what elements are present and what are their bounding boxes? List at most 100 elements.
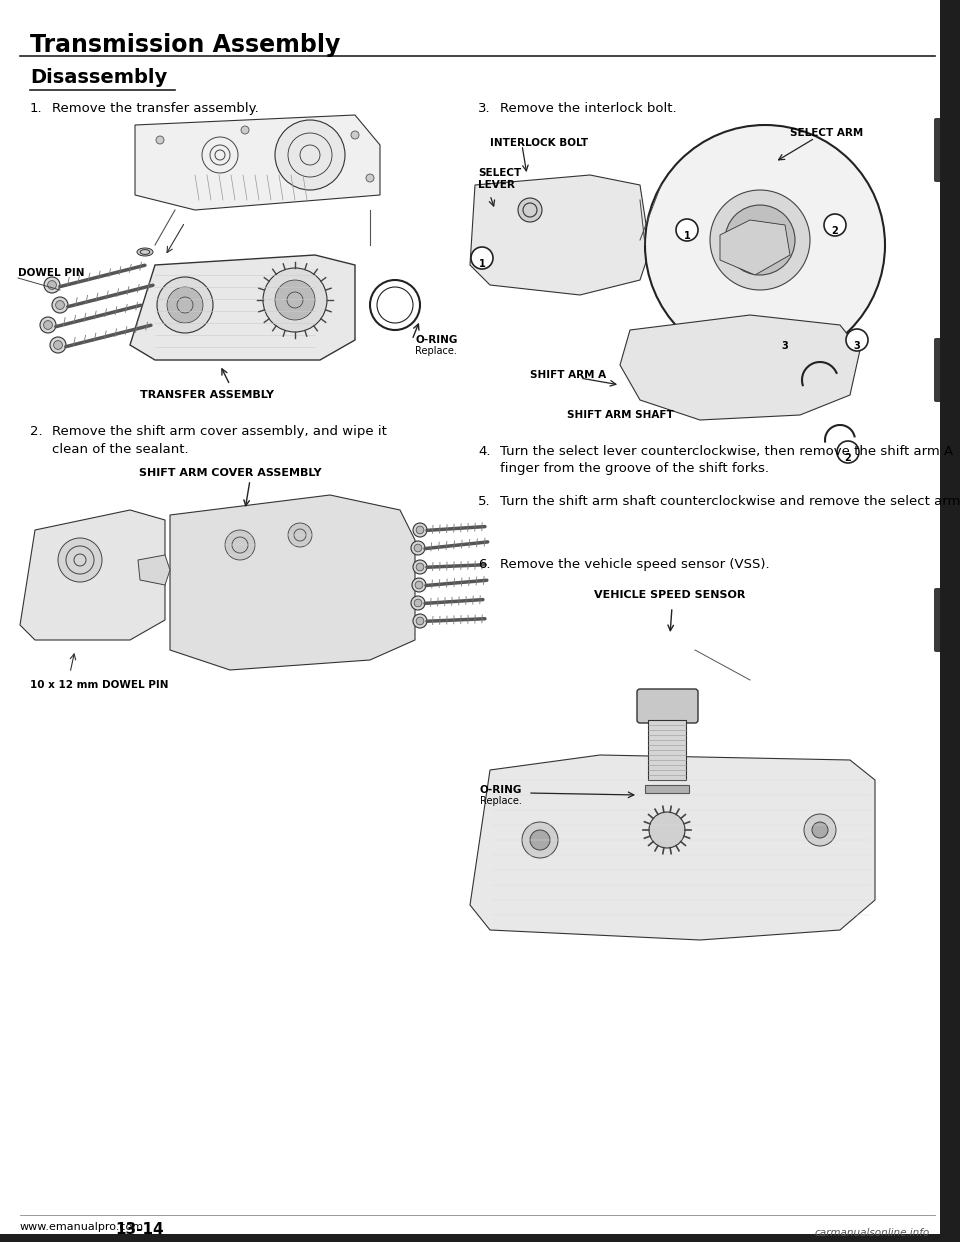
Circle shape [167,287,203,323]
Circle shape [523,202,537,217]
Circle shape [412,578,426,592]
Text: carmanualsonline.info: carmanualsonline.info [815,1228,930,1238]
Text: DOWEL PIN: DOWEL PIN [18,268,84,278]
Circle shape [294,529,306,542]
Circle shape [812,822,828,838]
Circle shape [745,225,775,255]
Text: Turn the shift arm shaft counterclockwise and remove the select arm finger from : Turn the shift arm shaft counterclockwis… [500,496,960,508]
Circle shape [66,546,94,574]
Circle shape [774,329,796,351]
FancyBboxPatch shape [934,118,960,183]
FancyBboxPatch shape [934,587,960,652]
FancyBboxPatch shape [637,689,698,723]
Circle shape [411,542,425,555]
Text: INTERLOCK BOLT: INTERLOCK BOLT [490,138,588,148]
Polygon shape [170,496,415,669]
Circle shape [54,340,62,349]
Circle shape [413,614,427,628]
Circle shape [58,538,102,582]
Circle shape [241,125,249,134]
Text: 4.: 4. [478,445,491,458]
Polygon shape [135,116,380,210]
Ellipse shape [137,248,153,256]
Circle shape [416,617,424,625]
Text: 10 x 12 mm DOWEL PIN: 10 x 12 mm DOWEL PIN [30,681,169,691]
Text: Remove the transfer assembly.: Remove the transfer assembly. [52,102,259,116]
Circle shape [413,560,427,574]
Circle shape [846,329,868,351]
Polygon shape [20,510,165,640]
Circle shape [74,554,86,566]
Circle shape [471,247,493,270]
Circle shape [645,125,885,365]
Bar [940,0,960,1242]
Circle shape [649,812,685,848]
Circle shape [413,523,427,537]
Polygon shape [470,755,875,940]
Circle shape [287,292,303,308]
Text: O-RING: O-RING [415,335,457,345]
Text: 13-14: 13-14 [115,1222,163,1237]
Circle shape [40,317,56,333]
Text: Replace.: Replace. [480,796,522,806]
Text: SHIFT ARM SHAFT: SHIFT ARM SHAFT [566,410,673,420]
Text: 1.: 1. [30,102,42,116]
Text: 5.: 5. [478,496,491,508]
Text: SHIFT ARM A: SHIFT ARM A [530,370,606,380]
Text: Remove the shift arm cover assembly, and wipe it
clean of the sealant.: Remove the shift arm cover assembly, and… [52,425,387,456]
Text: O-RING: O-RING [480,785,522,795]
Text: VEHICLE SPEED SENSOR: VEHICLE SPEED SENSOR [594,590,746,600]
Text: 3.: 3. [478,102,491,116]
Text: Transmission Assembly: Transmission Assembly [30,34,341,57]
Circle shape [50,337,66,353]
Circle shape [177,297,193,313]
Circle shape [48,281,57,289]
Circle shape [804,814,836,846]
Text: Remove the interlock bolt.: Remove the interlock bolt. [500,102,677,116]
Circle shape [837,441,859,463]
Circle shape [366,174,374,183]
Circle shape [522,822,558,858]
Circle shape [275,120,345,190]
Text: SELECT
LEVER: SELECT LEVER [478,168,521,190]
Circle shape [52,297,68,313]
Circle shape [263,268,327,332]
Text: TRANSFER ASSEMBLY: TRANSFER ASSEMBLY [140,390,274,400]
Text: 1: 1 [479,260,486,270]
Ellipse shape [140,250,150,255]
Text: SELECT ARM: SELECT ARM [790,128,863,138]
Circle shape [415,581,422,589]
Text: 3: 3 [781,342,788,351]
Bar [0,1235,960,1242]
Polygon shape [138,555,170,585]
Text: Remove the vehicle speed sensor (VSS).: Remove the vehicle speed sensor (VSS). [500,558,770,571]
Circle shape [225,530,255,560]
Circle shape [824,214,846,236]
Circle shape [351,130,359,139]
Bar [645,785,689,792]
Bar [648,720,686,780]
Circle shape [414,544,421,551]
Text: Turn the select lever counterclockwise, then remove the shift arm A finger from : Turn the select lever counterclockwise, … [500,445,953,474]
Text: 2.: 2. [30,425,42,438]
Polygon shape [620,315,860,420]
Circle shape [414,599,421,607]
Polygon shape [720,220,790,274]
Text: 1: 1 [684,231,690,241]
Circle shape [43,320,53,329]
Circle shape [44,277,60,293]
Circle shape [56,301,64,309]
Polygon shape [470,175,650,296]
Circle shape [725,205,795,274]
Text: 3: 3 [853,342,860,351]
Text: 2: 2 [831,226,838,236]
Circle shape [411,596,425,610]
Circle shape [156,137,164,144]
Circle shape [232,537,248,553]
Text: SHIFT ARM COVER ASSEMBLY: SHIFT ARM COVER ASSEMBLY [138,468,322,478]
Polygon shape [130,255,355,360]
Circle shape [530,830,550,850]
Circle shape [157,277,213,333]
Circle shape [676,219,698,241]
FancyBboxPatch shape [934,338,960,402]
